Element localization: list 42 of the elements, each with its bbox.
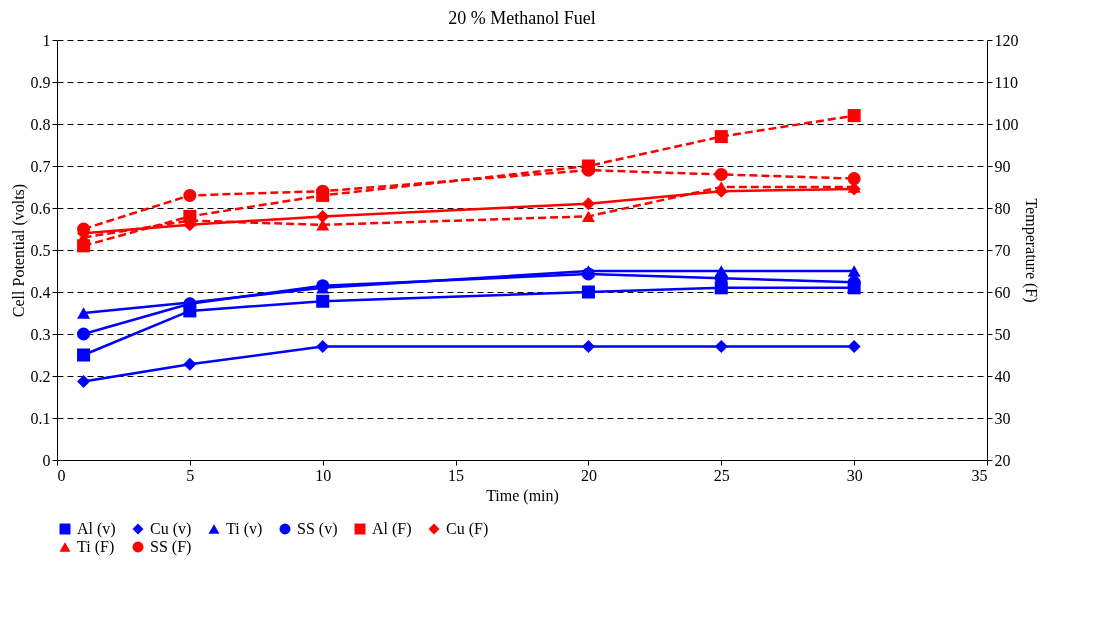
y2-tick-label: 110 bbox=[994, 73, 1018, 91]
y2-tick-label: 90 bbox=[994, 157, 1011, 175]
legend-label: SS (v) bbox=[297, 520, 338, 538]
y-tick-label: 0.8 bbox=[30, 115, 51, 133]
y-tick-label: 0.7 bbox=[30, 157, 51, 175]
y-tick-label: 0.2 bbox=[30, 367, 51, 385]
y-tick-label: 0.1 bbox=[30, 409, 51, 427]
x-tick-label: 35 bbox=[971, 466, 988, 484]
y-tick-label: 0 bbox=[42, 451, 51, 469]
x-tick-label: 15 bbox=[448, 466, 465, 484]
legend-label: Cu (v) bbox=[150, 520, 192, 538]
y2-tick-label: 30 bbox=[994, 409, 1011, 427]
y2-tick-label: 70 bbox=[994, 241, 1011, 259]
y2-tick-label: 100 bbox=[994, 115, 1019, 133]
y2-tick-label: 50 bbox=[994, 325, 1011, 343]
y-axis-title: Cell Potential (volts) bbox=[9, 183, 28, 318]
legend-label: SS (F) bbox=[150, 538, 192, 556]
x-tick-label: 30 bbox=[846, 466, 863, 484]
x-tick-label: 5 bbox=[186, 466, 195, 484]
x-tick-label: 25 bbox=[713, 466, 730, 484]
y2-tick-label: 60 bbox=[994, 283, 1011, 301]
x-axis-title: Time (min) bbox=[486, 486, 559, 505]
chart-title: 20 % Methanol Fuel bbox=[448, 8, 596, 28]
legend-label: Ti (v) bbox=[226, 520, 263, 538]
y-tick-label: 0.3 bbox=[30, 325, 51, 343]
y2-tick-label: 20 bbox=[994, 451, 1011, 469]
y2-tick-label: 40 bbox=[994, 367, 1011, 385]
y2-tick-label: 120 bbox=[994, 31, 1019, 49]
legend-label: Al (v) bbox=[77, 520, 116, 538]
y-tick-label: 0.4 bbox=[30, 283, 51, 301]
x-tick-label: 20 bbox=[580, 466, 597, 484]
y-tick-label: 1 bbox=[42, 31, 51, 49]
y-tick-label: 0.6 bbox=[30, 199, 51, 217]
x-tick-label: 10 bbox=[315, 466, 332, 484]
y2-axis-title: Temperature (F) bbox=[1021, 198, 1040, 303]
y-tick-label: 0.5 bbox=[30, 241, 51, 259]
y-tick-label: 0.9 bbox=[30, 73, 51, 91]
legend-label: Ti (F) bbox=[77, 538, 115, 556]
legend-label: Al (F) bbox=[372, 520, 412, 538]
legend-label: Cu (F) bbox=[446, 520, 489, 538]
x-tick-label: 0 bbox=[57, 466, 66, 484]
y2-tick-label: 80 bbox=[994, 199, 1011, 217]
